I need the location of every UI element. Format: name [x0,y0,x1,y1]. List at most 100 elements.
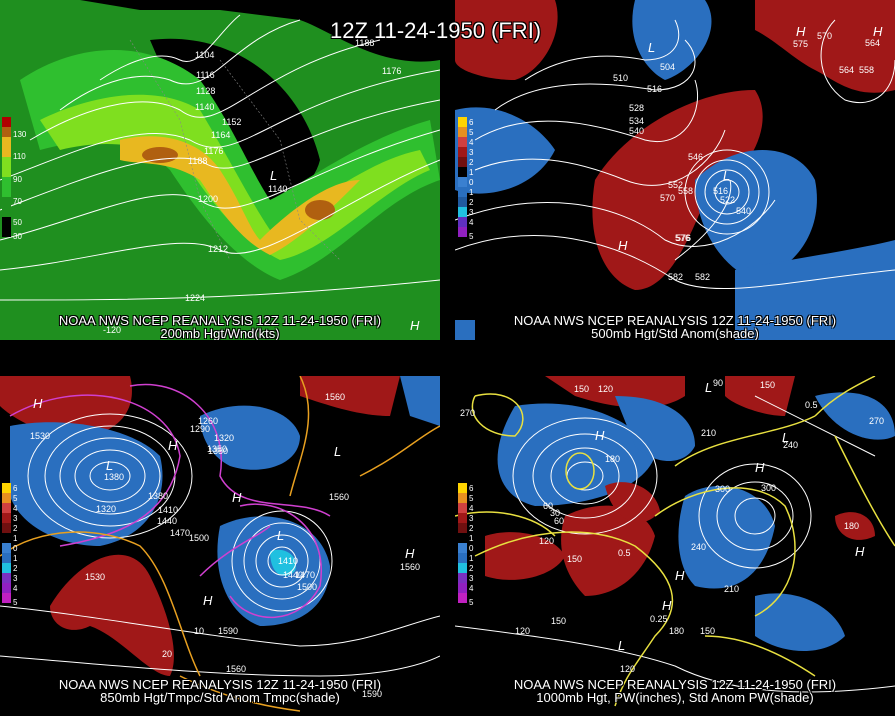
contour-label: 1164 [211,130,231,140]
contour-label: 1440 [283,570,304,580]
contour-label: 1116 [196,70,215,80]
contour-label: 0.5 [618,548,631,558]
colorbar-label: 5 [469,494,474,503]
colorbar-label: 1 [469,534,474,543]
contour-label: 1152 [222,117,242,127]
panel-1000mb-field: 1000mb Hgt, PW(inches), Std Anom PW(shad… [536,690,814,705]
low-marker: L [334,444,342,459]
contour-label: 570 [660,193,676,203]
colorbar-label: 0 [13,544,18,553]
colorbar-label: 3 [469,208,474,217]
colorbar-label: 1 [469,188,474,197]
high-marker: H [662,598,672,613]
high-marker: H [410,318,420,333]
high-marker: H [33,396,43,411]
contour-label: 1212 [208,244,229,254]
panel-1000mb: 6 5 4 3 2 1 0 1 2 3 4 5 H H H H H L L L … [455,376,895,716]
contour-label: 1440 [157,516,178,526]
main-title: 12Z 11-24-1950 (FRI) [330,18,542,43]
contour-label: 582 [668,272,684,282]
contour-label: 522 [720,195,736,205]
colorbar-label: 3 [469,574,474,583]
colorbar-label: 130 [13,130,27,139]
panel-200mb: 130 110 90 70 50 30 1104 1116 1128 1140 … [0,0,440,340]
low-marker: L [723,168,731,183]
contour-label: 528 [629,103,645,113]
contour-label: 546 [688,152,704,162]
contour-label: 60 [554,516,565,526]
panel-500mb-field: 500mb Hgt/Std Anom(shade) [591,326,759,341]
colorbar-label: 2 [469,524,474,533]
contour-label: 576 [675,233,691,243]
colorbar-label: 6 [13,484,18,493]
high-marker: H [855,544,865,559]
contour-label: 1410 [278,556,299,566]
panel-850mb-source: NOAA NWS NCEP REANALYSIS 12Z 11-24-1950 … [58,677,382,692]
contour-label: 270 [869,416,885,426]
panel-500mb: 6 5 4 3 2 1 0 1 2 3 4 5 L L H H H 510 51… [455,0,895,340]
panel-1000mb-map [455,376,895,716]
colorbar-label: 1 [13,554,18,563]
contour-label: 1320 [214,433,235,443]
colorbar-label: 4 [469,504,474,513]
panel-200mb-map [0,0,440,340]
colorbar-label: 1 [469,168,474,177]
contour-label: 576 [676,233,692,243]
contour-label: 552 [668,180,684,190]
contour-label: 210 [701,428,717,438]
contour-label: 300 [761,483,777,493]
high-marker: H [595,428,605,443]
contour-label: 540 [629,126,645,136]
contour-label: 575 [793,39,809,49]
panel-1000mb-source: NOAA NWS NCEP REANALYSIS 12Z 11-24-1950 … [513,677,837,692]
high-marker: H [675,568,685,583]
contour-label: 1560 [325,392,346,402]
contour-label: 0.25 [650,614,668,624]
contour-label: 1140 [268,184,288,194]
contour-label: 1380 [148,491,169,501]
contour-label: 150 [574,384,590,394]
high-marker: H [796,24,806,39]
contour-label: 1350 [208,446,229,456]
contour-label: 120 [539,536,555,546]
colorbar-label: 4 [13,504,18,513]
colorbar-label: 70 [13,197,22,206]
contour-label: 180 [669,626,685,636]
panel-500mb-source: NOAA NWS NCEP REANALYSIS 12Z 11-24-1950 … [513,313,837,328]
contour-label: 90 [713,378,724,388]
contour-label: 0.5 [805,400,818,410]
colorbar-label: 4 [469,138,474,147]
colorbar-label: 4 [13,584,18,593]
colorbar-label: 50 [13,218,22,227]
contour-label: 150 [760,380,776,390]
contour-label: 1560 [226,664,247,674]
contour-label: 1128 [196,86,216,96]
colorbar-label: 30 [13,232,22,241]
colorbar-label: 3 [13,514,18,523]
contour-label: 1140 [195,102,215,112]
colorbar-label: 6 [469,118,474,127]
high-marker: H [618,238,628,253]
contour-label: 1590 [218,626,239,636]
contour-label: 1176 [204,146,224,156]
high-marker: H [168,438,178,453]
lon-label: -120 [103,325,122,335]
contour-label: 1530 [30,431,51,441]
low-marker: L [277,528,285,543]
contour-label: 60 [543,501,554,511]
colorbar-label: 1 [469,554,474,563]
colorbar-label: 3 [469,514,474,523]
contour-label: 1560 [329,492,350,502]
colorbar-label: 4 [469,218,474,227]
contour-label: 516 [713,186,729,196]
colorbar-label: 0 [469,544,474,553]
contour-label: 1260 [198,416,219,426]
colorbar-label: 0 [469,178,474,187]
contour-label: 1530 [85,572,106,582]
contour-label: 1500 [297,582,318,592]
contour-label: 1224 [185,293,206,303]
contour-label: 150 [551,616,567,626]
panel-850mb: 6 5 4 3 2 1 0 1 2 3 4 5 H H H H H L L L … [0,376,440,716]
panel-500mb-colorbar [458,117,467,237]
high-marker: H [203,593,213,608]
